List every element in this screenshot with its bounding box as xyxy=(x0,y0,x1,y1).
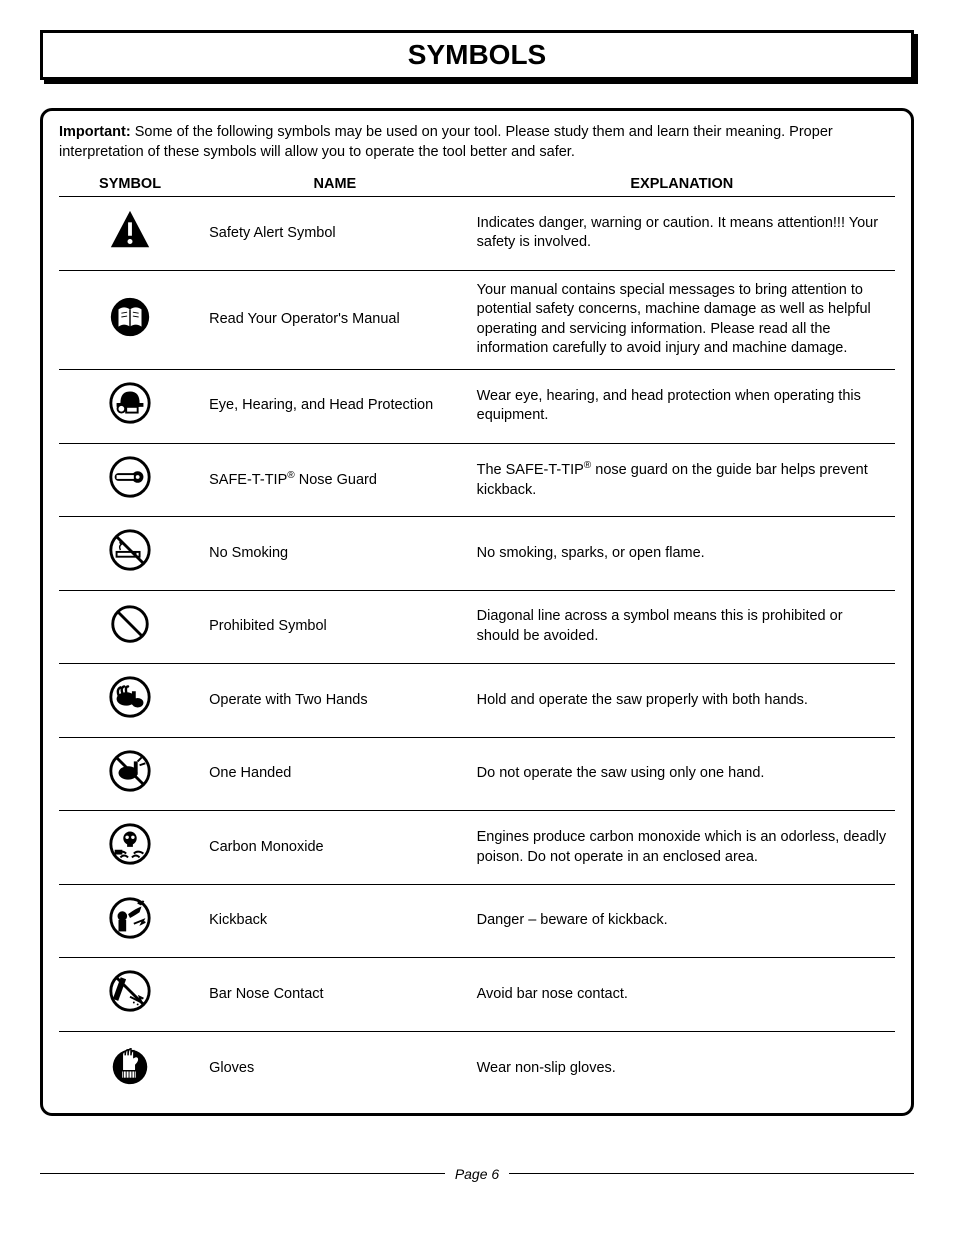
header-symbol: SYMBOL xyxy=(59,172,201,197)
explanation-cell: Avoid bar nose contact. xyxy=(469,958,895,1032)
noseguard-icon xyxy=(107,454,153,500)
table-row: Safety Alert SymbolIndicates danger, war… xyxy=(59,197,895,271)
name-cell: One Handed xyxy=(201,737,469,811)
symbol-cell xyxy=(59,737,201,811)
name-cell: Read Your Operator's Manual xyxy=(201,270,469,369)
name-cell: Safety Alert Symbol xyxy=(201,197,469,271)
explanation-cell: Your manual contains special messages to… xyxy=(469,270,895,369)
nosmoking-icon xyxy=(107,527,153,573)
table-row: GlovesWear non-slip gloves. xyxy=(59,1032,895,1105)
header-name: NAME xyxy=(201,172,469,197)
name-cell: Kickback xyxy=(201,884,469,958)
explanation-cell: Engines produce carbon monoxide which is… xyxy=(469,811,895,885)
page-title: SYMBOLS xyxy=(40,30,914,80)
table-row: Operate with Two HandsHold and operate t… xyxy=(59,664,895,738)
intro-bold: Important: xyxy=(59,124,131,140)
twohands-icon xyxy=(107,674,153,720)
name-cell: Operate with Two Hands xyxy=(201,664,469,738)
symbol-cell xyxy=(59,369,201,443)
intro-rest: Some of the following symbols may be use… xyxy=(59,124,833,160)
explanation-cell: The SAFE-T-TIP® nose guard on the guide … xyxy=(469,443,895,517)
barnose-icon xyxy=(107,968,153,1014)
gloves-icon xyxy=(107,1042,153,1088)
symbol-cell xyxy=(59,197,201,271)
explanation-cell: Indicates danger, warning or caution. It… xyxy=(469,197,895,271)
explanation-cell: Hold and operate the saw properly with b… xyxy=(469,664,895,738)
explanation-cell: Wear non-slip gloves. xyxy=(469,1032,895,1105)
table-row: Carbon MonoxideEngines produce carbon mo… xyxy=(59,811,895,885)
explanation-cell: Do not operate the saw using only one ha… xyxy=(469,737,895,811)
page-number: Page 6 xyxy=(455,1166,499,1182)
table-row: KickbackDanger – beware of kickback. xyxy=(59,884,895,958)
name-cell: Prohibited Symbol xyxy=(201,590,469,664)
table-row: One HandedDo not operate the saw using o… xyxy=(59,737,895,811)
intro-text: Important: Some of the following symbols… xyxy=(59,123,895,162)
symbols-table-container: Important: Some of the following symbols… xyxy=(40,108,914,1116)
name-cell: Carbon Monoxide xyxy=(201,811,469,885)
onehand-icon xyxy=(107,748,153,794)
name-cell: SAFE-T-TIP® Nose Guard xyxy=(201,443,469,517)
symbol-cell xyxy=(59,590,201,664)
kickback-icon xyxy=(107,895,153,941)
co-icon xyxy=(107,821,153,867)
symbol-cell xyxy=(59,664,201,738)
name-cell: Bar Nose Contact xyxy=(201,958,469,1032)
symbol-cell xyxy=(59,884,201,958)
symbol-cell xyxy=(59,958,201,1032)
table-row: Bar Nose ContactAvoid bar nose contact. xyxy=(59,958,895,1032)
name-cell: Eye, Hearing, and Head Protection xyxy=(201,369,469,443)
symbols-table: SYMBOL NAME EXPLANATION Safety Alert Sym… xyxy=(59,172,895,1104)
explanation-cell: Danger – beware of kickback. xyxy=(469,884,895,958)
ppe-icon xyxy=(107,380,153,426)
symbol-cell xyxy=(59,270,201,369)
table-row: Prohibited SymbolDiagonal line across a … xyxy=(59,590,895,664)
table-row: Eye, Hearing, and Head ProtectionWear ey… xyxy=(59,369,895,443)
explanation-cell: Diagonal line across a symbol means this… xyxy=(469,590,895,664)
symbol-cell xyxy=(59,443,201,517)
symbol-cell xyxy=(59,517,201,591)
prohibited-icon xyxy=(107,601,153,647)
symbol-cell xyxy=(59,811,201,885)
table-row: SAFE-T-TIP® Nose GuardThe SAFE-T-TIP® no… xyxy=(59,443,895,517)
symbol-cell xyxy=(59,1032,201,1105)
footer-line-left xyxy=(40,1173,445,1174)
explanation-cell: No smoking, sparks, or open flame. xyxy=(469,517,895,591)
alert-icon xyxy=(107,207,153,253)
header-explanation: EXPLANATION xyxy=(469,172,895,197)
explanation-cell: Wear eye, hearing, and head protection w… xyxy=(469,369,895,443)
manual-icon xyxy=(107,294,153,340)
name-cell: No Smoking xyxy=(201,517,469,591)
table-row: No SmokingNo smoking, sparks, or open fl… xyxy=(59,517,895,591)
table-row: Read Your Operator's ManualYour manual c… xyxy=(59,270,895,369)
page-footer: Page 6 xyxy=(40,1166,914,1182)
name-cell: Gloves xyxy=(201,1032,469,1105)
footer-line-right xyxy=(509,1173,914,1174)
